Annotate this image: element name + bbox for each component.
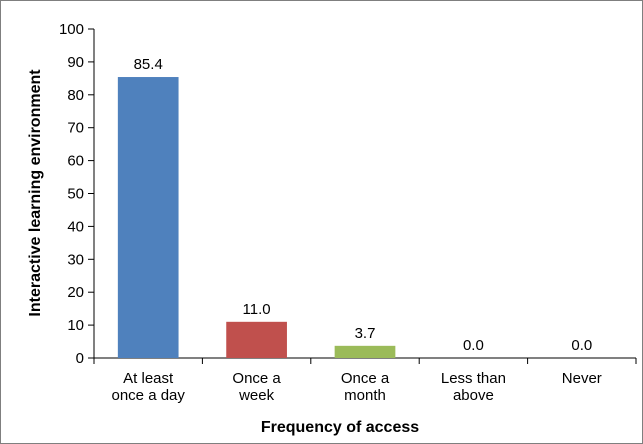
x-axis-title: Frequency of access: [261, 419, 419, 436]
data-labels: 85.4 11.0 3.7 0.0 0.0: [134, 56, 593, 354]
y-tick-label: 10: [67, 317, 84, 334]
bars: [117, 77, 396, 358]
x-category-label: Never: [562, 370, 602, 387]
x-category-label: Once a week: [232, 370, 281, 404]
data-label: 0.0: [571, 337, 592, 354]
y-tick-label: 20: [67, 284, 84, 301]
data-label: 11.0: [243, 301, 271, 318]
y-tick-label: 30: [67, 251, 84, 268]
bar: [226, 321, 287, 358]
data-label: 0.0: [463, 337, 484, 354]
y-axis: 0 10 20 30 40 50 60 70 80 90 100: [59, 21, 95, 367]
x-category-label: At least once a day: [112, 370, 186, 404]
y-tick-label: 60: [67, 153, 84, 170]
y-tick-label: 90: [67, 54, 84, 71]
bar: [117, 77, 179, 358]
y-tick-label: 50: [67, 186, 84, 203]
x-axis: At least once a day Once a week Once a month L…: [93, 357, 637, 404]
y-tick-label: 100: [59, 21, 84, 38]
y-tick-label: 80: [67, 87, 84, 104]
data-label: 85.4: [134, 56, 163, 73]
y-tick-label: 40: [67, 218, 84, 235]
y-axis-title: Interactive learning environment: [27, 69, 44, 317]
x-category-label: Less than above: [441, 370, 506, 404]
bar: [334, 345, 396, 358]
data-label: 3.7: [355, 325, 376, 342]
y-tick-label: 0: [76, 350, 84, 367]
x-category-label: Once a month: [341, 370, 390, 404]
y-tick-label: 70: [67, 120, 84, 137]
